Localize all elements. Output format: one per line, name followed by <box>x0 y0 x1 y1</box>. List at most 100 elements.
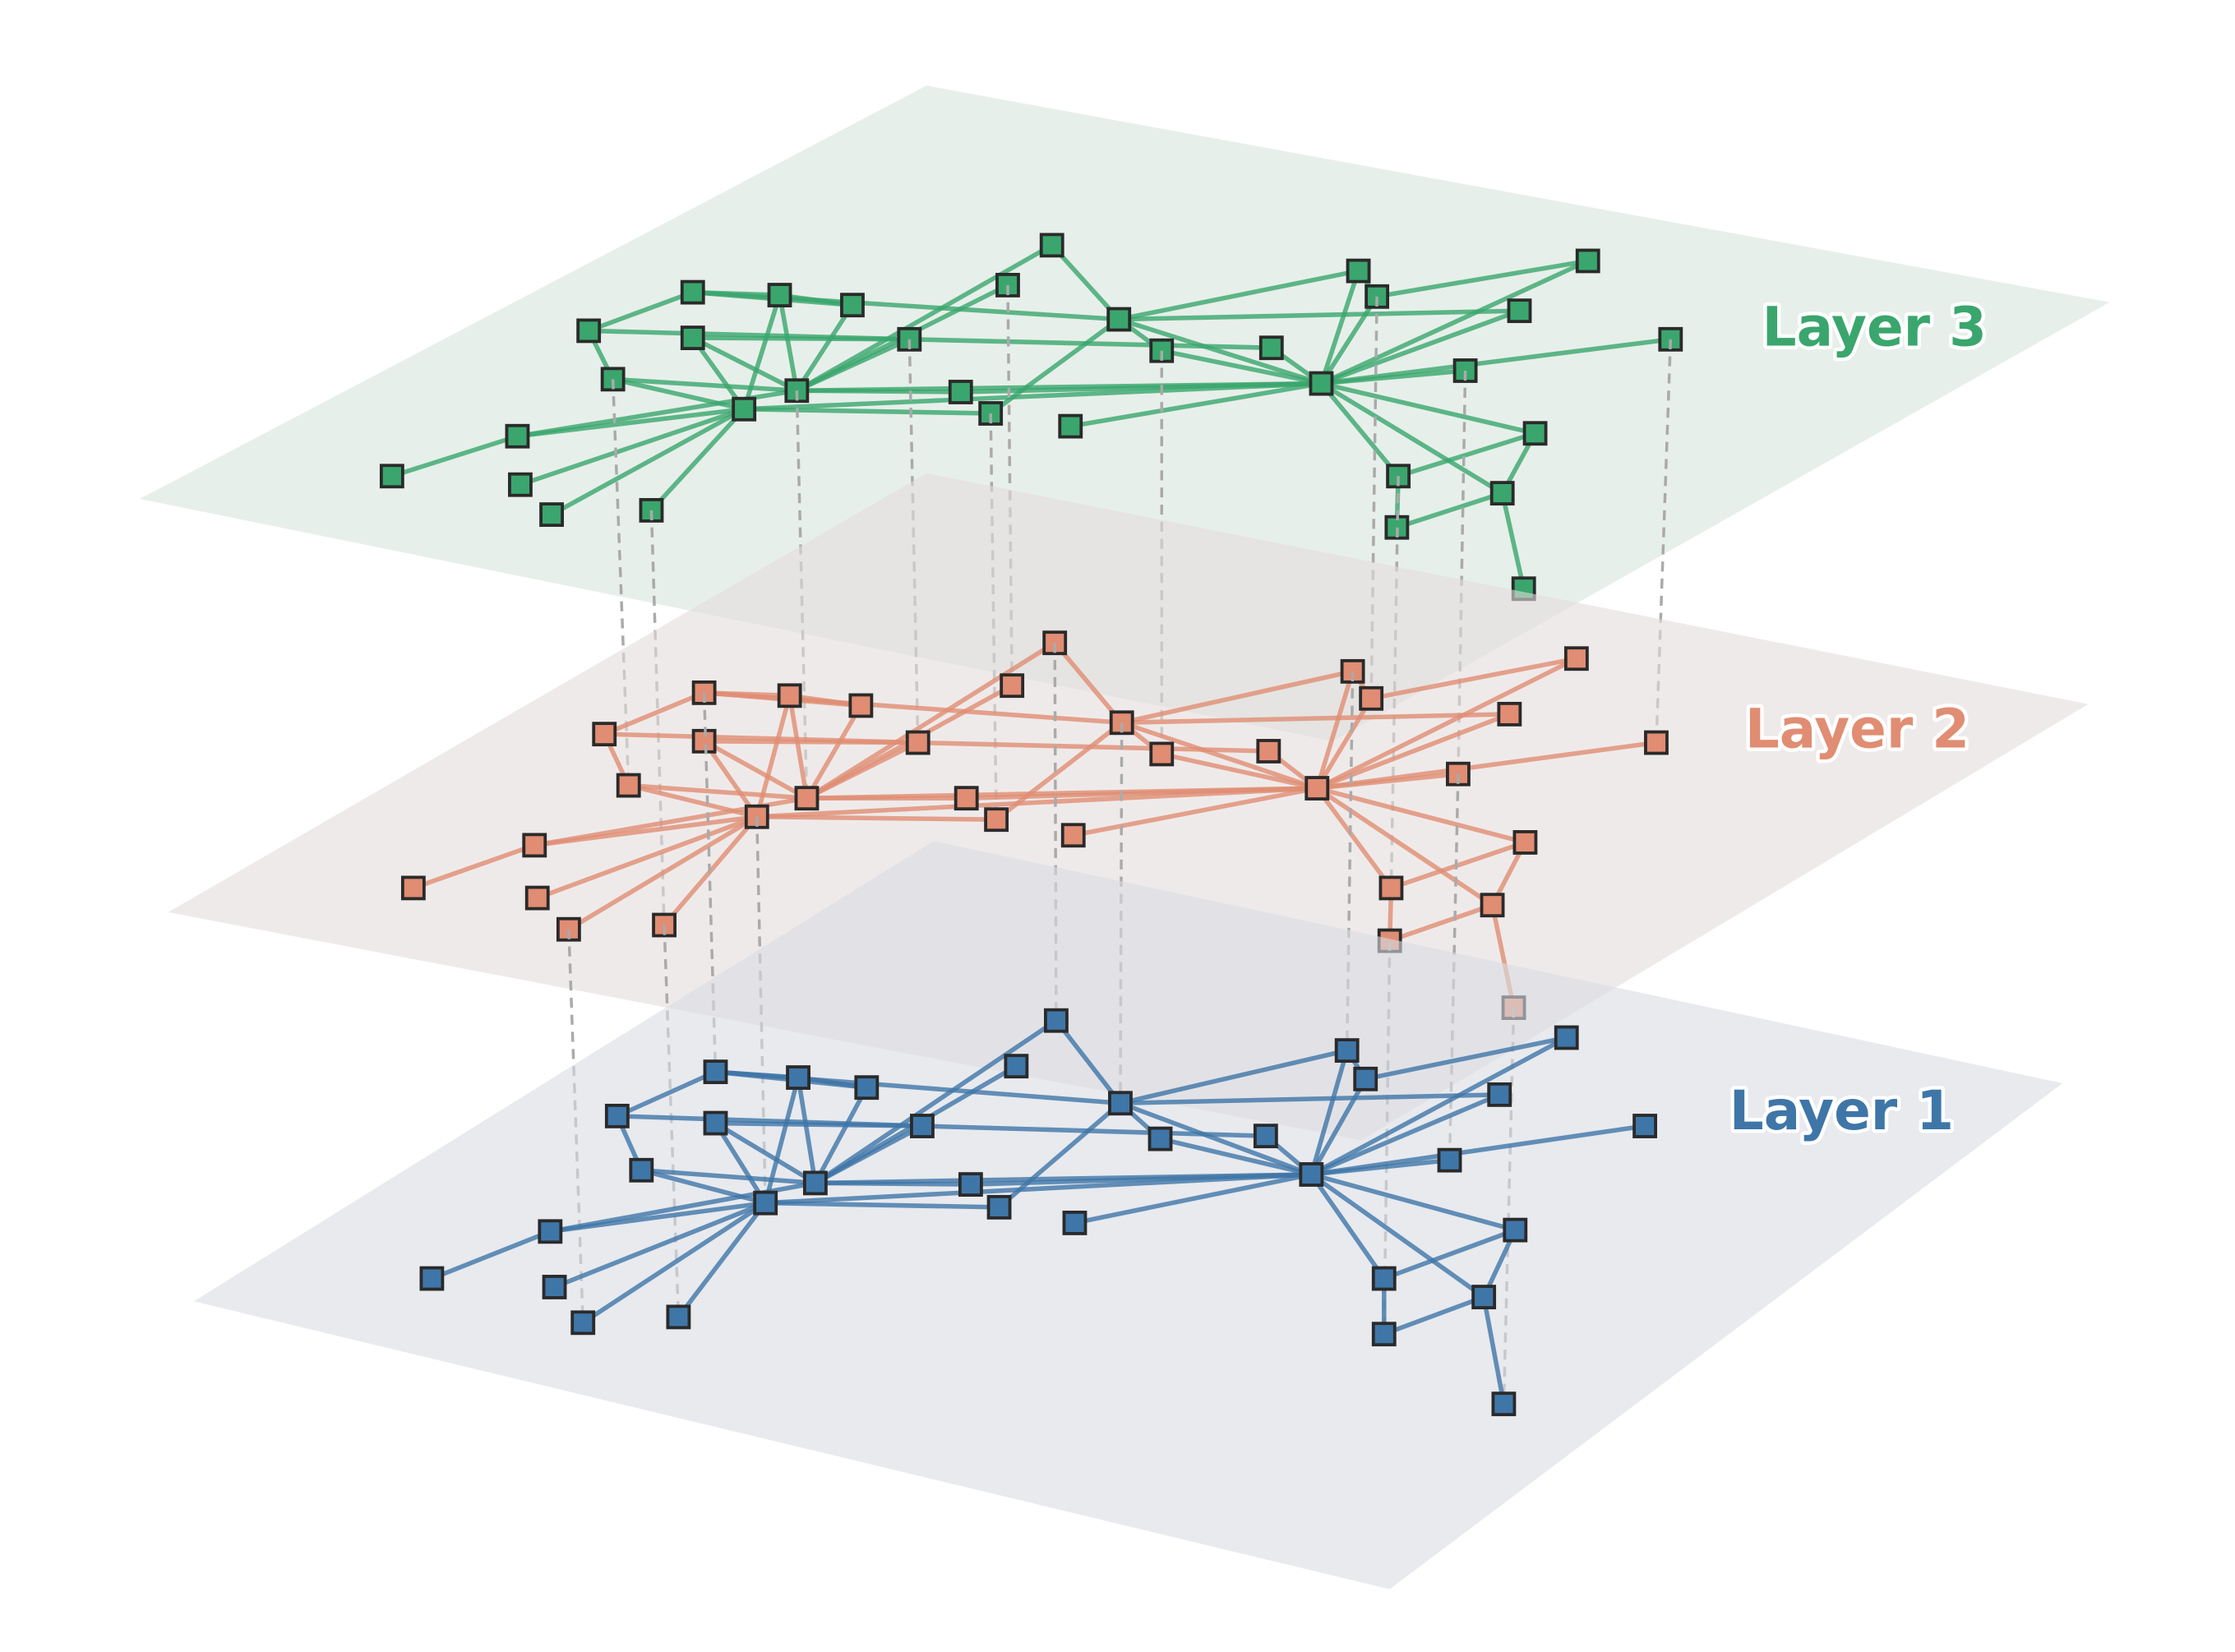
node <box>680 325 705 350</box>
edge <box>806 640 1056 801</box>
edge <box>1121 712 1510 726</box>
edge <box>1376 258 1589 299</box>
edge <box>588 289 694 334</box>
node <box>703 1059 728 1085</box>
edge <box>640 1168 766 1206</box>
edge <box>1309 1172 1485 1299</box>
node <box>1253 1124 1278 1149</box>
edge <box>1316 712 1511 791</box>
node <box>522 833 547 858</box>
node <box>1060 823 1086 848</box>
edge <box>744 381 1322 412</box>
node <box>1497 701 1522 727</box>
node <box>703 1110 728 1136</box>
node <box>1353 1066 1378 1091</box>
node <box>1563 646 1589 671</box>
edge <box>815 1172 1312 1186</box>
edge <box>1320 381 1504 496</box>
node <box>986 1194 1012 1220</box>
node <box>1258 335 1284 361</box>
node <box>1512 830 1538 855</box>
node <box>1359 685 1384 711</box>
layer-label: Layer 3 <box>1762 295 1987 358</box>
edge <box>677 1201 768 1319</box>
edge <box>1161 348 1323 386</box>
edge <box>713 1122 768 1205</box>
node <box>1004 1054 1029 1079</box>
layer-1-group <box>193 841 2063 1590</box>
edge <box>765 1172 1312 1206</box>
node <box>1346 258 1371 284</box>
edge <box>1315 786 1494 907</box>
edge <box>741 294 783 410</box>
node <box>840 293 865 318</box>
edge <box>1120 720 1318 791</box>
node <box>1507 298 1532 324</box>
edge <box>1320 258 1589 386</box>
edge <box>1320 381 1536 436</box>
node <box>910 1114 935 1138</box>
edge <box>649 407 746 512</box>
edge <box>1161 751 1318 791</box>
edge <box>1314 671 1355 789</box>
edge <box>1370 656 1577 701</box>
edge <box>1118 268 1360 322</box>
edge <box>1159 1136 1312 1177</box>
node <box>1489 481 1515 506</box>
edge <box>715 1069 1121 1106</box>
node <box>604 1103 630 1128</box>
edge <box>777 294 800 391</box>
layer-label: Layer 1 <box>1729 1079 1954 1142</box>
node <box>1256 739 1281 764</box>
node <box>576 318 602 344</box>
edge <box>1069 381 1322 429</box>
node <box>1334 1038 1360 1064</box>
edge <box>604 731 918 745</box>
edge <box>1390 840 1526 891</box>
edge <box>536 814 758 901</box>
node <box>570 1310 596 1336</box>
node <box>777 683 802 708</box>
edge <box>628 782 807 801</box>
edge <box>797 381 1322 394</box>
node <box>732 396 757 422</box>
edge <box>1050 243 1121 321</box>
edge <box>1310 1092 1501 1177</box>
edge <box>1397 431 1536 478</box>
node <box>1044 1008 1069 1033</box>
layer-1-plane <box>193 841 2063 1590</box>
node <box>1000 673 1025 699</box>
edge <box>616 1114 923 1128</box>
node <box>1644 730 1669 755</box>
node <box>1378 875 1404 901</box>
edge <box>692 289 1120 322</box>
node <box>1058 413 1083 439</box>
node <box>542 1275 567 1299</box>
node <box>767 283 792 307</box>
edge <box>795 242 1054 393</box>
node <box>419 1266 445 1291</box>
edge <box>796 1077 818 1184</box>
node <box>616 773 641 798</box>
edge <box>755 694 792 818</box>
node <box>1503 1217 1528 1243</box>
edge <box>603 690 705 736</box>
edge <box>806 786 1318 801</box>
edge <box>1383 1228 1517 1281</box>
layer-3-plane <box>139 85 2110 741</box>
edge <box>1309 1050 1350 1175</box>
node <box>1062 1211 1087 1235</box>
edge <box>702 740 760 819</box>
edge <box>1310 1172 1517 1233</box>
edge <box>616 1069 717 1119</box>
node <box>954 786 979 811</box>
edge <box>795 303 855 392</box>
node <box>1108 1091 1133 1116</box>
edge <box>1396 491 1503 530</box>
edge <box>1310 1036 1568 1177</box>
node <box>1039 233 1064 258</box>
edge <box>550 407 746 517</box>
node <box>538 1219 563 1244</box>
edge <box>1321 368 1466 386</box>
